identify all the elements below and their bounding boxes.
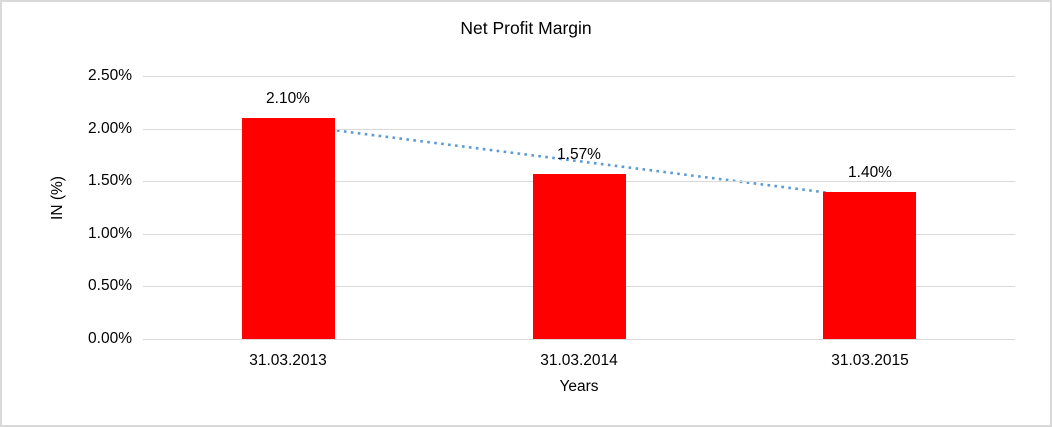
bar — [533, 174, 626, 339]
y-axis-tick-label: 1.00% — [88, 225, 132, 242]
y-axis-tick-label: 2.00% — [88, 120, 132, 137]
x-axis-tick-label: 31.03.2013 — [249, 352, 327, 369]
plot-area: 2.10% 1.57% 1.40% — [143, 76, 1015, 340]
gridline — [143, 129, 1015, 130]
gridline — [143, 339, 1015, 340]
bar-data-label: 1.57% — [557, 146, 601, 163]
gridline — [143, 76, 1015, 77]
x-axis-title: Years — [559, 378, 599, 395]
x-axis-tick-label: 31.03.2014 — [540, 352, 618, 369]
bar-data-label: 2.10% — [266, 90, 310, 107]
x-axis-tick-label: 31.03.2015 — [831, 352, 909, 369]
bar — [823, 192, 916, 339]
chart-title: Net Profit Margin — [460, 18, 592, 38]
y-axis-tick-label: 0.00% — [88, 330, 132, 347]
y-axis-tick-label: 1.50% — [88, 172, 132, 189]
bar — [242, 118, 335, 339]
bar-data-label: 1.40% — [848, 164, 892, 181]
y-axis-tick-label: 0.50% — [88, 277, 132, 294]
y-axis-tick-label: 2.50% — [88, 67, 132, 84]
